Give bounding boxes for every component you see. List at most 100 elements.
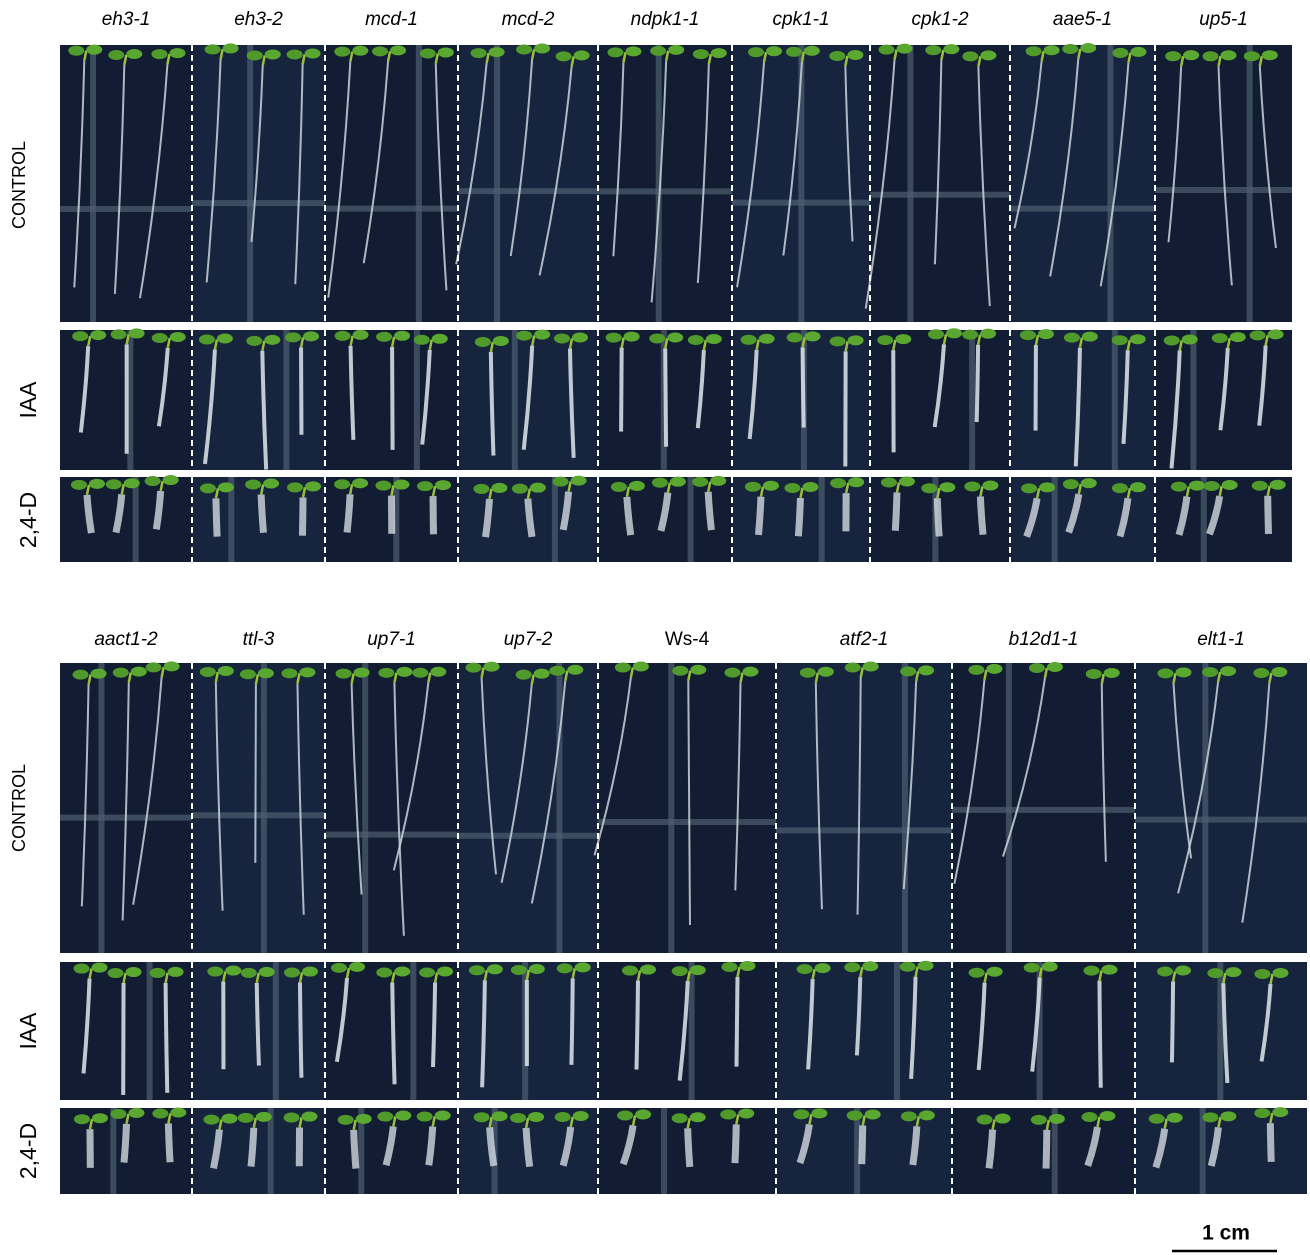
hypocotyl xyxy=(622,52,627,63)
cotyledon xyxy=(1170,481,1187,492)
hypocotyl xyxy=(390,485,395,496)
cotyledon xyxy=(286,49,303,60)
photo-cell xyxy=(732,477,870,562)
cotyledon xyxy=(334,479,351,490)
cotyledon xyxy=(352,478,369,489)
cotyledon xyxy=(927,329,944,340)
hypocotyl xyxy=(1034,334,1040,346)
root xyxy=(343,494,354,533)
cotyledon xyxy=(1165,51,1182,62)
cotyledon xyxy=(1220,1111,1237,1122)
hypocotyl xyxy=(1045,1119,1051,1131)
photo-cell xyxy=(952,662,1135,953)
cotyledon xyxy=(690,664,707,675)
cotyledon xyxy=(144,476,161,487)
cotyledon xyxy=(649,333,666,344)
cotyledon xyxy=(900,1111,917,1122)
root xyxy=(488,351,496,456)
hypocotyl xyxy=(844,55,849,67)
cotyledon xyxy=(70,479,87,490)
root xyxy=(247,1127,258,1167)
cotyledon xyxy=(672,665,689,676)
hypocotyl xyxy=(349,51,354,62)
root xyxy=(985,1129,997,1169)
cotyledon xyxy=(240,967,257,978)
cotyledon xyxy=(533,668,550,679)
hypocotyl xyxy=(736,966,741,978)
hypocotyl xyxy=(483,970,489,981)
root xyxy=(390,982,397,1085)
row-label: IAA xyxy=(15,1012,41,1050)
root xyxy=(1097,980,1103,1088)
cotyledon xyxy=(986,663,1003,674)
cotyledon xyxy=(355,1113,372,1124)
root xyxy=(977,66,991,307)
hypocotyl xyxy=(428,339,433,351)
root xyxy=(113,64,126,295)
cotyledon xyxy=(880,477,897,488)
cotyledon xyxy=(108,50,125,61)
root xyxy=(254,982,261,1066)
root xyxy=(156,347,170,427)
root xyxy=(210,1129,223,1170)
cotyledon xyxy=(283,967,300,978)
cotyledon xyxy=(1221,480,1238,491)
cotyledon xyxy=(758,333,775,344)
root xyxy=(260,350,269,470)
cotyledon xyxy=(980,328,997,339)
photo-cell xyxy=(598,475,732,562)
hypocotyl xyxy=(983,669,988,681)
hypocotyl xyxy=(1077,483,1083,495)
cotyledon xyxy=(90,668,107,679)
cotyledon xyxy=(762,480,779,491)
cotyledon xyxy=(263,478,280,489)
cotyledon xyxy=(669,476,686,487)
hypocotyl xyxy=(431,485,437,497)
hypocotyl xyxy=(800,51,806,63)
cotyledon xyxy=(419,48,436,59)
cotyledon xyxy=(607,47,624,58)
root xyxy=(298,497,307,536)
cotyledon xyxy=(692,49,709,60)
cotyledon xyxy=(567,664,584,675)
photo-cell xyxy=(598,330,732,470)
hypocotyl xyxy=(625,486,631,498)
cotyledon xyxy=(299,667,316,678)
cotyledon xyxy=(72,331,89,342)
hypocotyl xyxy=(222,971,227,982)
cotyledon xyxy=(349,961,366,972)
column-label: ndpk1-1 xyxy=(631,9,700,30)
photo-cell xyxy=(455,43,598,322)
hypocotyl xyxy=(88,1118,94,1130)
cotyledon xyxy=(203,1114,220,1125)
hypocotyl xyxy=(296,673,301,684)
cotyledon xyxy=(222,43,239,54)
photo-cell xyxy=(192,1108,325,1194)
hypocotyl xyxy=(167,1113,172,1124)
cotyledon xyxy=(125,967,142,978)
hypocotyl xyxy=(1269,1112,1274,1124)
cotyledon xyxy=(491,1111,508,1122)
cotyledon xyxy=(334,46,351,57)
hypocotyl xyxy=(122,972,127,984)
root xyxy=(164,1123,174,1163)
cotyledon xyxy=(529,482,546,493)
cotyledon xyxy=(1249,330,1266,341)
cotyledon xyxy=(303,331,320,342)
cotyledon xyxy=(305,481,322,492)
cotyledon xyxy=(844,962,861,973)
hypocotyl xyxy=(707,53,713,65)
hypocotyl xyxy=(687,670,692,681)
photo-cell xyxy=(1135,663,1307,953)
photo-cell xyxy=(1010,477,1155,562)
root xyxy=(976,496,987,536)
cotyledon xyxy=(817,666,834,677)
hypocotyl xyxy=(1043,667,1049,679)
cotyledon xyxy=(199,666,216,677)
cotyledon xyxy=(830,478,847,489)
photo-cell xyxy=(1135,1107,1307,1194)
root xyxy=(202,349,217,465)
cell-shade xyxy=(325,663,458,953)
row-label: CONTROL xyxy=(9,141,29,229)
photo-cell xyxy=(458,1108,598,1194)
